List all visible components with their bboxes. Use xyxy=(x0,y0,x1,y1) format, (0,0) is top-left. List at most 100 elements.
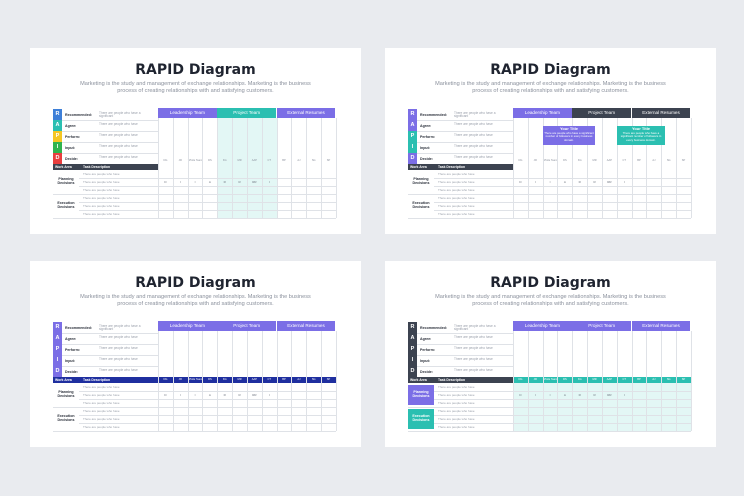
assignment-cell: A xyxy=(563,180,566,184)
assignment-cell: R xyxy=(223,393,226,397)
task-description: There are people who have xyxy=(83,401,120,405)
rapid-letter-r: R xyxy=(53,322,62,333)
team-header: External Resumes xyxy=(631,108,691,118)
member-code: Whole Team xyxy=(187,159,203,162)
member-code: SG xyxy=(666,378,671,381)
member-code: CT xyxy=(267,159,271,162)
member-code: CT xyxy=(622,378,626,381)
role-label: Perform: xyxy=(420,347,435,352)
callout-text: There are people who have a significant … xyxy=(620,131,662,142)
role-description: There are people who have xyxy=(454,154,493,159)
role-description: There are people who have xyxy=(454,132,493,137)
callout-text: There are people who have a significant … xyxy=(544,131,594,142)
work-area-label: Work Area xyxy=(55,378,72,382)
slide-title: RAPID Diagram xyxy=(490,275,611,291)
rapid-table: R Recommended: There are people who have a… xyxy=(408,108,692,219)
task-description: There are people who have xyxy=(83,180,120,184)
role-description: There are people who have xyxy=(99,121,138,126)
team-header: Project Team xyxy=(572,321,632,331)
section-label: Planning Decisions xyxy=(57,177,75,186)
slide-subtitle: Marketing is the study and management of… xyxy=(80,81,311,94)
assignment-cell: RR xyxy=(607,180,612,184)
team-header: Project Team xyxy=(572,108,632,118)
assignment-cell: A xyxy=(208,180,211,184)
role-description: There are people who have xyxy=(454,143,493,148)
assignment-cell: I xyxy=(268,393,270,397)
team-header: Leadership Team xyxy=(158,108,217,118)
work-area-label: Work Area xyxy=(55,165,72,169)
work-area-bar xyxy=(408,377,513,383)
rapid-letter-a: A xyxy=(53,120,62,131)
member-code: JR xyxy=(533,159,537,162)
member-code: JR xyxy=(178,378,182,381)
assignment-cell: R xyxy=(578,180,581,184)
slide-subtitle: Marketing is the study and management of… xyxy=(435,81,666,94)
rapid-table: R Recommended: There are people who have a… xyxy=(53,108,337,219)
role-label: Input: xyxy=(420,145,430,150)
member-code: KG xyxy=(577,378,582,381)
member-code: MR xyxy=(592,159,597,162)
task-description: There are people who have xyxy=(83,393,120,397)
rapid-letter-i: I xyxy=(53,142,62,153)
assignment-cell: R xyxy=(593,180,596,184)
slide-title: RAPID Diagram xyxy=(490,62,611,78)
rapid-letter-a: A xyxy=(53,333,62,344)
task-description-label: Task Description xyxy=(83,165,111,169)
role-label: Agree: xyxy=(420,123,432,128)
rapid-letter-a: A xyxy=(408,120,417,131)
assignment-cell: R xyxy=(593,393,596,397)
assignment-cell: R xyxy=(238,393,241,397)
member-code: DS xyxy=(208,378,212,381)
rapid-letter-d: D xyxy=(408,366,417,377)
assignment-cell: D xyxy=(519,180,522,184)
member-code: DS xyxy=(208,159,212,162)
role-label: Decide: xyxy=(65,369,78,374)
member-code: AAP xyxy=(251,378,257,381)
section-label: Planning Decisions xyxy=(57,390,75,399)
task-description: There are people who have xyxy=(83,172,120,176)
assignment-cell: I xyxy=(179,180,181,184)
task-description: There are people who have xyxy=(438,401,475,405)
role-description: There are people who have a significant xyxy=(454,110,496,119)
team-header: Leadership Team xyxy=(158,321,217,331)
assignment-cell: I xyxy=(623,180,625,184)
task-description: There are people who have xyxy=(83,385,120,389)
team-header: External Resumes xyxy=(276,108,336,118)
rapid-letter-p: P xyxy=(408,131,417,142)
team-header: External Resumes xyxy=(276,321,336,331)
slide-card: RAPID Diagram Marketing is the study and … xyxy=(385,48,716,234)
work-area-bar xyxy=(53,164,158,170)
task-description: There are people who have xyxy=(438,385,475,389)
member-code: AAP xyxy=(251,159,257,162)
rapid-letter-p: P xyxy=(53,131,62,142)
member-code: DG xyxy=(518,378,523,381)
role-description: There are people who have a significant xyxy=(99,323,141,332)
member-code: MR xyxy=(592,378,597,381)
role-label: Perform: xyxy=(65,347,80,352)
section-label: Planning Decisions xyxy=(412,390,430,399)
assignment-cell: RR xyxy=(252,180,257,184)
assignment-cell: R xyxy=(578,393,581,397)
role-description: There are people who have xyxy=(99,345,138,350)
section-label-bg xyxy=(408,385,434,405)
task-description: There are people who have xyxy=(438,425,475,429)
rapid-letter-i: I xyxy=(53,355,62,366)
assignment-cell: I xyxy=(179,393,181,397)
assignment-cell: A xyxy=(563,393,566,397)
task-description: There are people who have xyxy=(438,393,475,397)
role-description: There are people who have xyxy=(454,121,493,126)
member-code: Whole Team xyxy=(187,378,203,381)
member-code: BP xyxy=(637,378,641,381)
assignment-cell: I xyxy=(534,180,536,184)
member-code: SP xyxy=(326,378,331,381)
role-description: There are people who have xyxy=(454,367,493,372)
task-description: There are people who have xyxy=(438,417,475,421)
callout-title: Your Title xyxy=(631,126,651,131)
task-description: There are people who have xyxy=(83,188,120,192)
member-code: MR xyxy=(237,378,242,381)
task-description: There are people who have xyxy=(438,409,475,413)
callout-title: Your Title xyxy=(559,126,579,131)
member-code: BP xyxy=(282,378,286,381)
team-header: Leadership Team xyxy=(513,321,572,331)
member-code: SP xyxy=(326,159,331,162)
